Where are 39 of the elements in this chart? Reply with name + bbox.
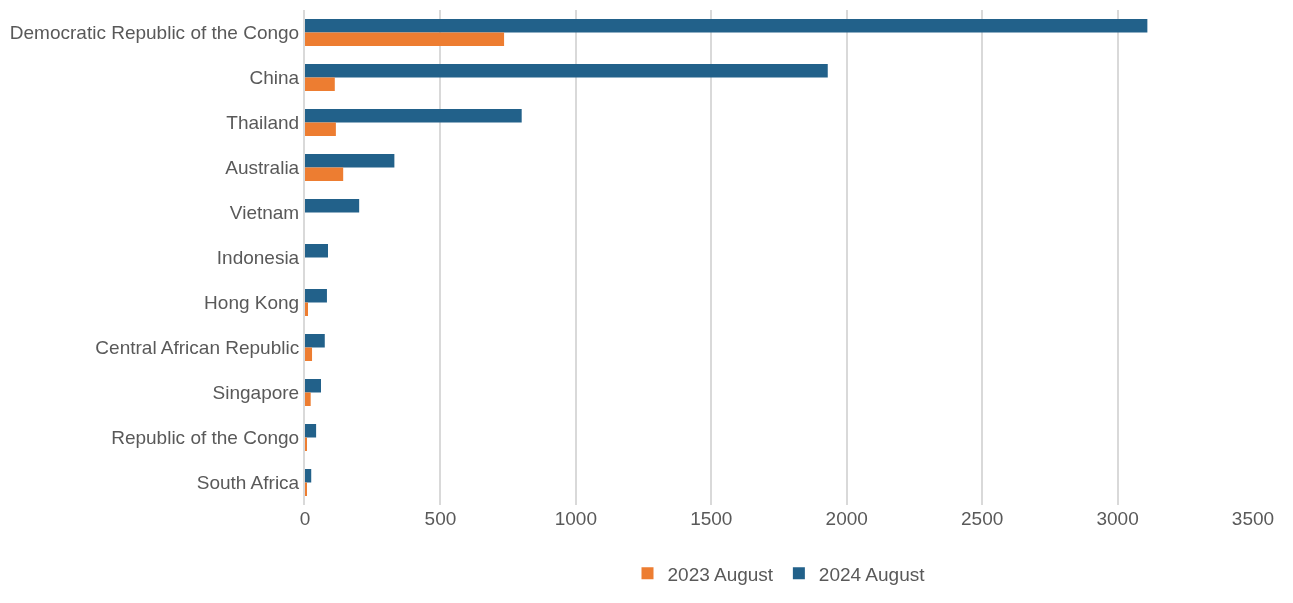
bar [305, 19, 1148, 33]
y-tick-label: Thailand [226, 112, 300, 134]
y-tick-label: Vietnam [229, 202, 300, 224]
bar [305, 289, 327, 303]
y-tick-label: Hong Kong [204, 292, 300, 314]
bar [305, 109, 522, 123]
bar [305, 154, 395, 168]
bar [305, 122, 336, 136]
bar [305, 379, 321, 393]
bar [305, 347, 313, 361]
x-tick-label: 1000 [554, 508, 597, 529]
legend-label: 2023 August [667, 563, 774, 585]
x-tick-label: 2000 [825, 508, 868, 529]
y-tick-label: Indonesia [216, 247, 300, 269]
bar [305, 32, 505, 46]
bar [305, 77, 335, 91]
bar [305, 167, 344, 181]
y-tick-label: Australia [225, 157, 300, 179]
bar [305, 392, 311, 406]
bar [305, 424, 317, 438]
bar [305, 302, 308, 316]
y-tick-label: Democratic Republic of the Congo [9, 22, 300, 44]
bar [305, 334, 325, 348]
legend-label: 2024 August [818, 563, 926, 585]
y-tick-label: Singapore [212, 382, 300, 404]
x-tick-label: 500 [424, 508, 457, 529]
bar [305, 199, 360, 213]
bar [305, 244, 329, 258]
x-tick-label: 0 [299, 508, 311, 529]
y-tick-label: Central African Republic [95, 337, 300, 359]
x-tick-label: 3000 [1096, 508, 1139, 529]
x-tick-label: 3500 [1231, 508, 1275, 529]
x-tick-label: 1500 [690, 508, 733, 529]
y-tick-label: South Africa [196, 472, 300, 494]
x-tick-label: 2500 [961, 508, 1004, 529]
bar [305, 469, 312, 483]
bar [305, 64, 828, 78]
y-tick-label: China [249, 67, 300, 89]
y-tick-label: Republic of the Congo [111, 427, 300, 449]
